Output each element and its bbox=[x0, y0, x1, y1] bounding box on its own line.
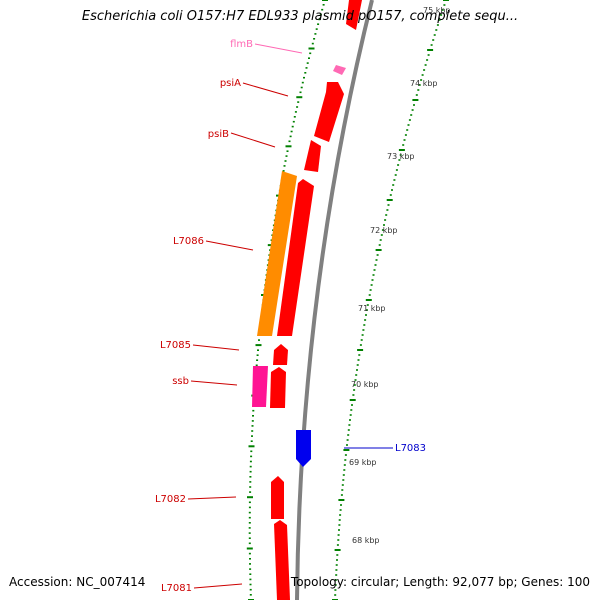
accession-text: Accession: NC_007414 bbox=[9, 575, 146, 589]
scale-label-74kbp: 74 kbp bbox=[410, 79, 438, 88]
feature-arcs bbox=[252, 0, 362, 600]
leader-ssb bbox=[190, 380, 238, 386]
scale-label-72kbp: 72 kbp bbox=[370, 226, 398, 235]
feature-gene-psiB bbox=[304, 140, 321, 172]
feature-flmB bbox=[333, 65, 346, 75]
scale-label-68kbp: 68 kbp bbox=[352, 536, 380, 545]
label-psiA: psiA bbox=[220, 78, 241, 89]
leader-L7081 bbox=[193, 583, 243, 589]
scale-label-71kbp: 71 kbp bbox=[358, 304, 386, 313]
label-ssb: ssb bbox=[172, 376, 189, 387]
label-L7083: L7083 bbox=[395, 443, 426, 454]
scale-label-69kbp: 69 kbp bbox=[349, 458, 377, 467]
label-L7081: L7081 bbox=[161, 583, 192, 594]
gene-labels: flmB psiA psiB L7086 L7085 ssb L7083 L70… bbox=[155, 39, 426, 594]
leader-L7086 bbox=[205, 240, 254, 251]
label-leaders bbox=[187, 43, 393, 589]
feature-gene-L7082 bbox=[271, 476, 284, 519]
leader-L7085 bbox=[192, 344, 240, 351]
feature-gene-top bbox=[346, 0, 362, 30]
feature-gene-psiA bbox=[314, 82, 344, 142]
feature-ssb-pink bbox=[252, 366, 268, 407]
leader-psiB bbox=[230, 132, 276, 148]
feature-gene-L7081 bbox=[274, 520, 290, 600]
label-L7085: L7085 bbox=[160, 340, 191, 351]
topology-text: Topology: circular; Length: 92,077 bp; G… bbox=[290, 575, 590, 589]
outer-tick-ring bbox=[332, 0, 449, 600]
scale-label-70kbp: 70 kbp bbox=[351, 380, 379, 389]
leader-flmB bbox=[254, 43, 303, 54]
scale-labels: 75 kbp 74 kbp 73 kbp 72 kbp 71 kbp 70 kb… bbox=[349, 6, 451, 545]
label-L7082: L7082 bbox=[155, 494, 186, 505]
label-L7086: L7086 bbox=[173, 236, 204, 247]
label-psiB: psiB bbox=[208, 129, 229, 140]
feature-gene-L7083 bbox=[296, 430, 311, 467]
feature-gene-L7085 bbox=[273, 344, 288, 365]
feature-orange-L7086 bbox=[257, 171, 297, 336]
label-flmB: flmB bbox=[230, 39, 253, 50]
plasmid-backbone bbox=[295, 0, 374, 600]
map-title: Escherichia coli O157:H7 EDL933 plasmid … bbox=[81, 9, 519, 24]
leader-psiA bbox=[242, 82, 289, 97]
feature-gene-ssb bbox=[270, 367, 286, 408]
scale-label-73kbp: 73 kbp bbox=[387, 152, 415, 161]
scale-label-75kbp: 75 kbp bbox=[423, 6, 451, 15]
leader-L7082 bbox=[187, 496, 237, 500]
feature-gene-L7086 bbox=[277, 179, 314, 336]
